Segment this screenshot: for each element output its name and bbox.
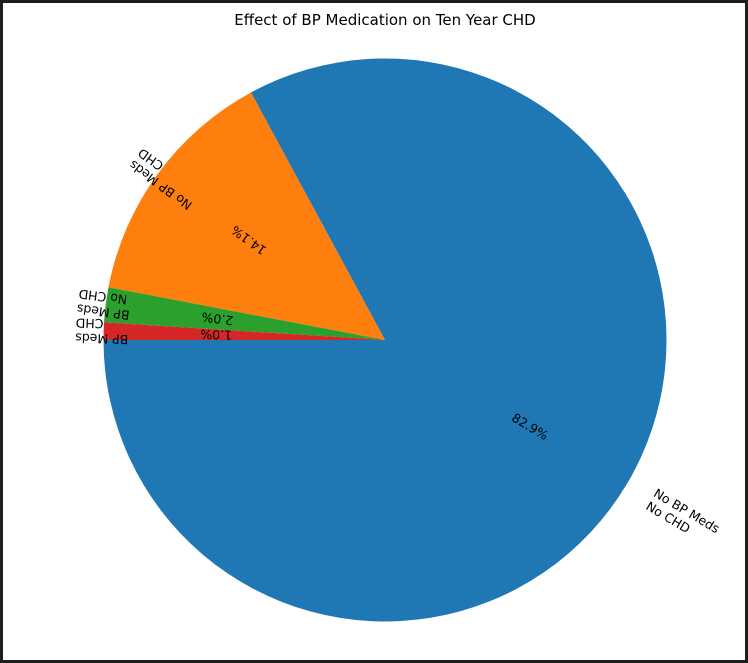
pie-slice-no-bp-meds-chd	[108, 92, 385, 340]
pie-slices	[103, 58, 667, 622]
category-label-line: CHD	[75, 315, 103, 331]
pie-slice-no-bp-meds-no-chd	[103, 58, 667, 622]
pie-slice-bp-meds-no-chd	[104, 287, 385, 340]
category-label: BP MedsCHD	[75, 315, 129, 347]
pct-label: 1.0%	[200, 327, 232, 343]
pct-label: 2.0%	[201, 309, 235, 328]
category-label: BP MedsNo CHD	[76, 286, 132, 322]
category-label-line: BP Meds	[76, 301, 130, 323]
category-label-line: BP Meds	[75, 330, 128, 347]
chart-title: Effect of BP Medication on Ten Year CHD	[234, 11, 535, 29]
category-label: No BP MedsNo CHD	[643, 485, 722, 549]
pie-slice-bp-meds-chd	[103, 322, 385, 340]
category-label-line: No CHD	[78, 286, 128, 307]
